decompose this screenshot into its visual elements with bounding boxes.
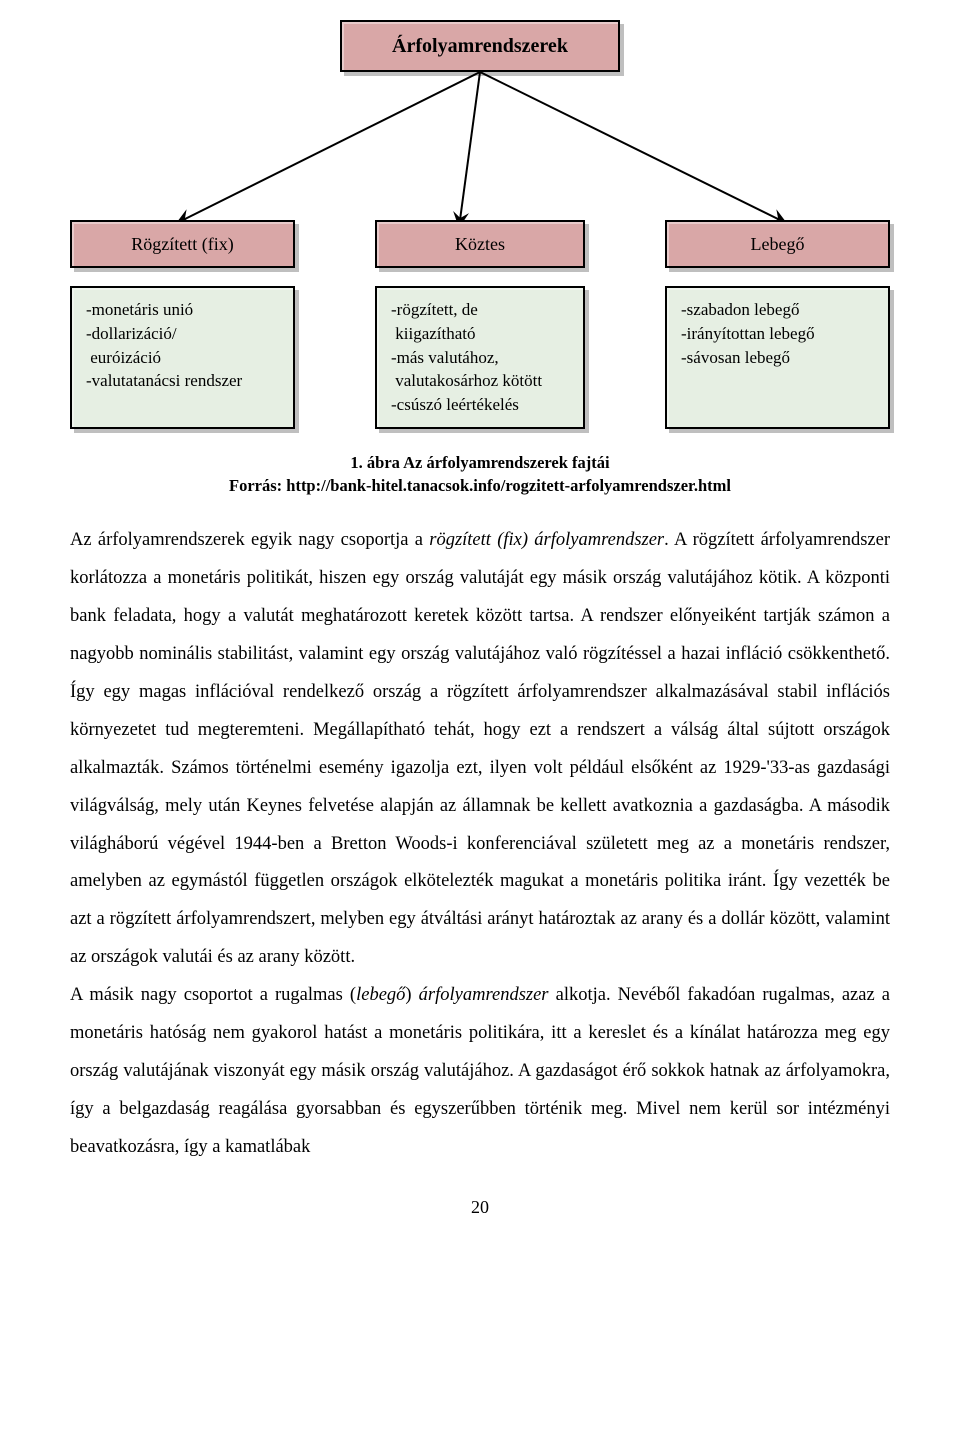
mid-row: Rögzített (fix) Köztes Lebegő: [70, 220, 890, 268]
figure-caption: 1. ábra Az árfolyamrendszerek fajtái For…: [70, 451, 890, 497]
flowchart-diagram: Árfolyamrendszerek Rögzített (fix) Közte…: [70, 20, 890, 497]
top-node: Árfolyamrendszerek: [340, 20, 620, 72]
bottom-node-right: -szabadon lebegő-irányítottan lebegő-sáv…: [665, 286, 890, 429]
bottom-node-center: -rögzített, de kiigazítható-más valutáho…: [375, 286, 585, 429]
page-number: 20: [70, 1197, 890, 1218]
body-paragraph: Az árfolyamrendszerek egyik nagy csoport…: [70, 522, 890, 1167]
mid-node-right: Lebegő: [665, 220, 890, 268]
caption-line2: Forrás: http://bank-hitel.tanacsok.info/…: [229, 476, 731, 495]
caption-line1: 1. ábra Az árfolyamrendszerek fajtái: [350, 453, 609, 472]
mid-node-center: Köztes: [375, 220, 585, 268]
mid-node-right-label: Lebegő: [751, 234, 805, 255]
mid-node-left-label: Rögzített (fix): [131, 234, 233, 255]
arrows-svg: [70, 72, 890, 222]
bottom-node-left: -monetáris unió-dollarizáció/ euróizáció…: [70, 286, 295, 429]
top-node-label: Árfolyamrendszerek: [392, 35, 568, 58]
bottom-row: -monetáris unió-dollarizáció/ euróizáció…: [70, 286, 890, 429]
mid-node-center-label: Köztes: [455, 234, 505, 255]
mid-node-left: Rögzített (fix): [70, 220, 295, 268]
